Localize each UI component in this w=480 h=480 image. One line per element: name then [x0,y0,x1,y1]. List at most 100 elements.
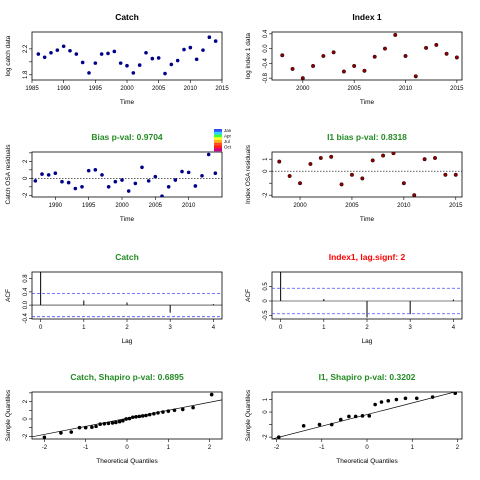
data-point [163,71,167,76]
x-tick-label: -1 [319,445,325,451]
data-point [131,71,136,75]
data-point [83,425,88,430]
data-point [80,60,85,65]
y-tick-label: -2 [263,434,269,440]
data-point [300,76,305,80]
data-point [161,410,165,414]
data-point [394,397,399,402]
data-point [121,418,125,423]
data-point [311,63,316,68]
chart-title: Catch, Shapiro p-val: 0.6895 [70,372,184,382]
x-tick-label: -2 [274,445,280,451]
data-point [153,174,158,179]
x-tick-label: 2005 [149,203,163,209]
y-tick-label: 2.2 [23,44,29,53]
y-tick-label: 0.0 [23,300,29,309]
data-point [182,47,186,52]
data-point [339,182,344,187]
data-point [106,185,111,189]
x-tick-label: 0 [125,445,129,451]
x-axis-label: Time [120,99,135,106]
data-point [454,55,459,60]
data-point [156,411,160,415]
data-point [318,155,323,160]
y-tick-label: 1.8 [23,70,29,79]
data-point [401,181,406,186]
data-point [207,35,212,39]
data-point [46,173,51,177]
x-tick-label: 1985 [25,86,39,92]
x-tick-label: 2010 [399,86,413,92]
x-tick-label: 2 [456,445,460,451]
x-tick-label: 2000 [120,86,134,92]
data-point [353,414,358,419]
data-point [413,74,418,79]
x-tick-label: 2 [125,325,129,331]
data-point [124,417,128,421]
data-point [362,68,367,73]
data-point [53,171,58,176]
data-point [66,180,71,185]
data-point [393,32,398,37]
data-point [280,53,285,58]
x-tick-label: 0 [39,325,43,331]
catch-qq-panel: Catch, Shapiro p-val: 0.6895 -2 -1 0 1 2 -2 0 2 T… [5,372,223,465]
y-tick-label: 0.4 [23,287,29,296]
chart-title: Catch [115,12,139,22]
data-point [130,415,135,420]
x-axis-label: Time [360,99,375,106]
y-tick-label: 0.4 [263,29,269,38]
data-point [301,424,306,428]
data-point [172,408,177,413]
data-point [430,395,435,399]
data-point [331,50,336,55]
data-point [287,173,292,178]
data-point [200,173,204,178]
x-tick-label: 2015 [449,203,463,209]
x-tick-label: 3 [169,325,173,331]
data-point [80,185,84,189]
data-point [403,54,408,59]
data-point [134,415,138,419]
chart-title: Index1, lag.signf: 2 [329,252,406,262]
data-point [386,398,391,403]
x-tick-label: 1990 [57,86,71,92]
legend-color-swatch [214,142,222,146]
x-tick-label: 0 [365,445,369,451]
x-tick-label: -2 [42,445,48,451]
data-point [150,56,155,61]
plot-marks [32,272,222,318]
y-axis-label: Index OSA residuals [245,144,252,204]
data-point [117,419,122,424]
data-point [94,424,98,429]
data-point [347,414,351,419]
data-point [403,396,408,401]
data-point [49,50,53,55]
y-tick-label: 0 [263,299,269,303]
chart-title: I1 bias p-val: 0.8318 [327,132,407,142]
data-point [102,421,107,426]
y-tick-label: -2 [23,192,29,198]
data-point [160,194,164,197]
data-point [433,155,438,160]
data-point [166,409,171,413]
data-point [180,407,185,412]
data-point [42,435,47,439]
data-point [106,421,111,426]
data-point [381,153,386,158]
x-axis-label: Theoretical Quantiles [96,458,158,465]
y-tick-label: 0 [23,417,29,421]
data-point [59,431,63,435]
y-tick-label: -0.8 [263,72,269,83]
data-point [106,51,110,56]
data-point [140,165,144,170]
chart-title: I1, Shapiro p-val: 0.3202 [319,372,416,382]
y-axis-label: ACF [5,289,12,302]
data-point [126,189,131,193]
data-point [36,52,41,56]
x-tick-label: 3 [409,325,413,331]
x-tick-label: 1990 [49,203,63,209]
data-point [147,412,152,417]
plot-marks [32,152,222,197]
plot-frame [271,151,463,198]
